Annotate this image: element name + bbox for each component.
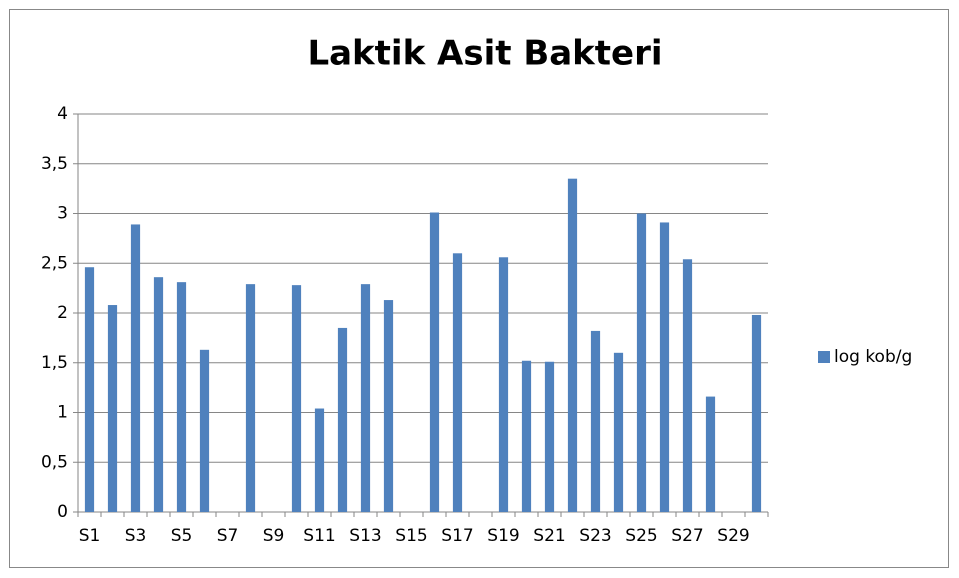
- y-tick-label: 2,5: [41, 253, 68, 273]
- bar: [130, 224, 141, 512]
- bar: [567, 178, 578, 513]
- bar: [245, 284, 256, 512]
- legend-swatch: [818, 351, 830, 363]
- chart-border: [9, 9, 949, 568]
- y-tick-label: 2: [57, 303, 68, 323]
- y-tick-label: 1,5: [41, 353, 68, 373]
- x-tick-label: S5: [171, 526, 193, 546]
- x-tick-label: S3: [125, 526, 147, 546]
- y-tick-label: 0: [57, 502, 68, 522]
- bar: [705, 396, 716, 512]
- bar: [84, 267, 95, 512]
- x-tick-label: S7: [217, 526, 239, 546]
- bar: [314, 408, 325, 512]
- bar: [291, 285, 302, 512]
- x-tick-label: S15: [395, 526, 427, 546]
- x-tick-label: S29: [717, 526, 749, 546]
- bar: [544, 361, 555, 512]
- y-tick-label: 1: [57, 403, 68, 423]
- bar: [682, 259, 693, 512]
- bar: [590, 330, 601, 512]
- y-tick-label: 4: [57, 104, 68, 124]
- x-tick-label: S17: [441, 526, 473, 546]
- chart-title: Laktik Asit Bakteri: [307, 34, 662, 74]
- x-tick-label: S19: [487, 526, 519, 546]
- bar: [107, 305, 118, 512]
- bar: [636, 213, 647, 512]
- x-tick-label: S21: [533, 526, 565, 546]
- legend-label: log kob/g: [834, 347, 912, 367]
- x-tick-label: S25: [625, 526, 657, 546]
- x-tick-label: S23: [579, 526, 611, 546]
- bar: [199, 349, 210, 512]
- bar: [751, 314, 762, 512]
- bar: [452, 253, 463, 513]
- x-tick-label: S1: [79, 526, 101, 546]
- y-tick-label: 3,5: [41, 154, 68, 174]
- y-tick-label: 3: [57, 204, 68, 224]
- x-tick-label: S11: [303, 526, 335, 546]
- bar: [383, 300, 394, 512]
- x-tick-label: S27: [671, 526, 703, 546]
- bar: [659, 222, 670, 512]
- bar: [337, 327, 348, 512]
- x-tick-label: S9: [263, 526, 285, 546]
- bar: [360, 284, 371, 512]
- bar: [153, 277, 164, 512]
- bar: [498, 257, 509, 512]
- bar: [429, 212, 440, 512]
- y-tick-label: 0,5: [41, 452, 68, 472]
- bar: [521, 360, 532, 512]
- bar: [176, 282, 187, 512]
- x-tick-label: S13: [349, 526, 381, 546]
- bar: [613, 352, 624, 512]
